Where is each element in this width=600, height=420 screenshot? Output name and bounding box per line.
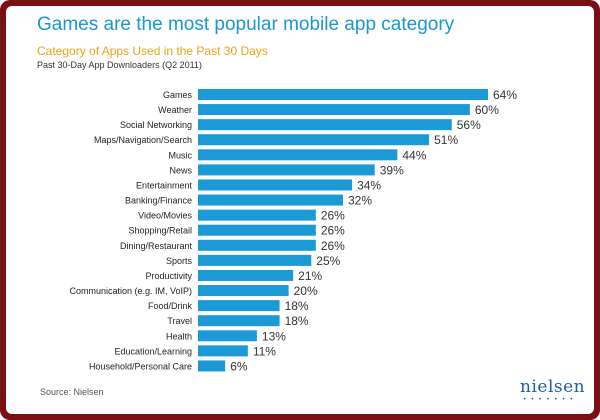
bar bbox=[198, 239, 316, 251]
bar bbox=[198, 194, 343, 206]
value-label: 39% bbox=[380, 163, 404, 177]
value-label: 6% bbox=[230, 359, 248, 373]
bar bbox=[198, 330, 257, 342]
value-label: 11% bbox=[253, 344, 276, 358]
value-label: 18% bbox=[285, 314, 309, 328]
category-label: Banking/Finance bbox=[125, 196, 192, 206]
category-label: Social Networking bbox=[120, 120, 192, 130]
source-note: Source: Nielsen bbox=[40, 387, 104, 397]
category-label: News bbox=[169, 165, 192, 175]
bar bbox=[198, 224, 316, 236]
bar bbox=[198, 164, 375, 176]
value-label: 26% bbox=[321, 224, 345, 238]
category-label: Entertainment bbox=[136, 180, 193, 190]
category-label: Shopping/Retail bbox=[128, 226, 192, 236]
category-label: Games bbox=[163, 90, 193, 100]
bar bbox=[198, 134, 430, 146]
category-label: Communication (e.g. IM, VoIP) bbox=[69, 286, 192, 296]
category-label: Video/Movies bbox=[138, 211, 192, 221]
bar bbox=[198, 285, 289, 297]
page-title: Games are the most popular mobile app ca… bbox=[37, 14, 455, 35]
bar bbox=[198, 89, 488, 100]
category-label: Education/Learning bbox=[114, 346, 192, 356]
chart-note: Past 30-Day App Downloaders (Q2 2011) bbox=[37, 60, 202, 70]
nielsen-logo: nielsen • • • • • • • bbox=[520, 377, 586, 403]
bar bbox=[198, 315, 280, 327]
category-label: Dining/Restaurant bbox=[120, 241, 193, 251]
value-label: 64% bbox=[493, 88, 517, 102]
bar bbox=[198, 149, 398, 161]
category-label: Food/Drink bbox=[148, 301, 193, 311]
value-label: 20% bbox=[294, 284, 318, 298]
bar-chart: Games 64% Weather 60% Social Networking 56% Ma… bbox=[69, 88, 517, 373]
bar bbox=[198, 209, 316, 221]
bar bbox=[198, 254, 312, 266]
category-label: Household/Personal Care bbox=[89, 361, 192, 371]
chart-card: Games are the most popular mobile app ca… bbox=[6, 6, 594, 414]
bar bbox=[198, 360, 226, 372]
value-label: 25% bbox=[316, 254, 340, 268]
value-label: 26% bbox=[321, 209, 345, 223]
bar bbox=[198, 269, 294, 281]
logo-dots: • • • • • • • bbox=[523, 397, 575, 403]
category-label: Health bbox=[166, 331, 192, 341]
bar bbox=[198, 345, 248, 357]
category-label: Sports bbox=[166, 256, 193, 266]
bar bbox=[198, 179, 353, 191]
value-label: 51% bbox=[434, 133, 458, 147]
bar bbox=[198, 119, 452, 131]
value-label: 56% bbox=[457, 118, 481, 132]
value-label: 60% bbox=[475, 103, 499, 117]
chart-subtitle: Category of Apps Used in the Past 30 Day… bbox=[37, 44, 268, 58]
category-label: Productivity bbox=[145, 271, 192, 281]
value-label: 32% bbox=[348, 194, 372, 208]
category-label: Weather bbox=[158, 105, 192, 115]
bar bbox=[198, 300, 280, 312]
logo-wordmark: nielsen bbox=[520, 377, 586, 397]
value-label: 18% bbox=[285, 299, 309, 313]
value-label: 26% bbox=[321, 239, 345, 253]
value-label: 21% bbox=[298, 269, 322, 283]
category-label: Music bbox=[168, 150, 192, 160]
value-label: 34% bbox=[357, 178, 381, 192]
category-label: Travel bbox=[167, 316, 192, 326]
category-label: Maps/Navigation/Search bbox=[94, 135, 192, 145]
value-label: 13% bbox=[262, 329, 286, 343]
value-label: 44% bbox=[402, 148, 426, 162]
bar bbox=[198, 104, 470, 116]
